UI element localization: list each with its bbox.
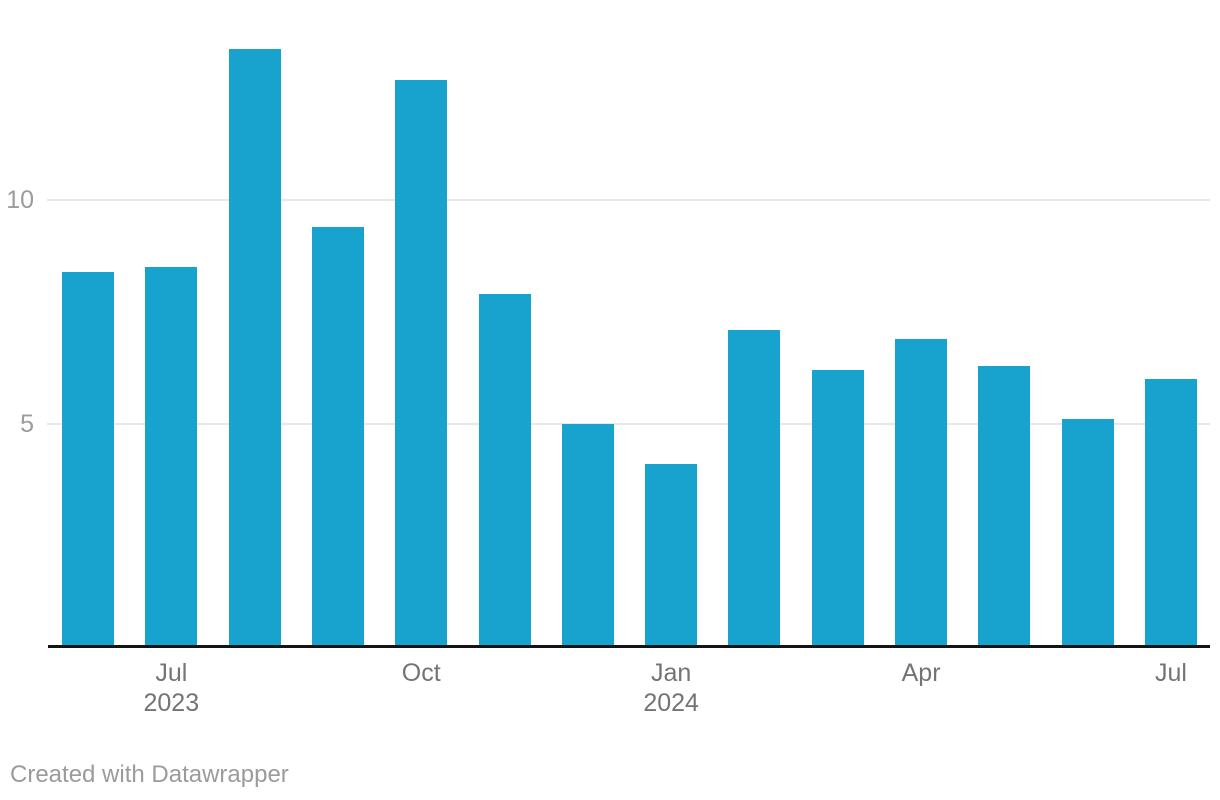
bar-jul-2024 — [1145, 379, 1197, 647]
x-tick-label-jan-2024: Jan 2024 — [643, 658, 699, 718]
x-tick-label-apr: Apr — [902, 658, 941, 688]
bar-dec-2023 — [561, 423, 614, 647]
x-tick-month: Apr — [901, 659, 941, 687]
footer-credit: Created with Datawrapper — [10, 761, 289, 788]
x-tick-month: Jul — [1155, 659, 1187, 687]
x-axis-line — [48, 645, 1210, 648]
bar-apr-2024 — [895, 338, 948, 647]
bar-jun-2023 — [62, 271, 114, 647]
bar-sep-2023 — [311, 227, 364, 647]
bar-may-2024 — [978, 365, 1031, 647]
x-tick-month: Jan — [650, 659, 692, 687]
bar-jun-2024 — [1061, 419, 1114, 647]
x-tick-year: 2023 — [143, 689, 200, 717]
x-tick-month: Oct — [401, 659, 441, 687]
x-tick-month: Jul — [155, 659, 188, 687]
y-tick-label-5: 5 — [20, 409, 34, 438]
x-tick-year: 2024 — [643, 689, 699, 717]
bar-mar-2024 — [811, 370, 864, 647]
x-tick-label-jul-2023: Jul 2023 — [143, 658, 199, 718]
bar-aug-2023 — [228, 48, 281, 647]
bar-nov-2023 — [478, 294, 531, 647]
gridline-y-10 — [47, 199, 1210, 202]
x-tick-label-jul: Jul — [1155, 658, 1187, 688]
y-tick-label-10: 10 — [6, 186, 34, 215]
bar-jan-2024 — [645, 463, 698, 647]
gridline-y-5 — [47, 422, 1210, 425]
x-tick-label-oct: Oct — [402, 658, 441, 688]
bar-feb-2024 — [728, 329, 781, 647]
bar-jul-2023 — [145, 267, 198, 647]
bar-oct-2023 — [395, 79, 448, 647]
